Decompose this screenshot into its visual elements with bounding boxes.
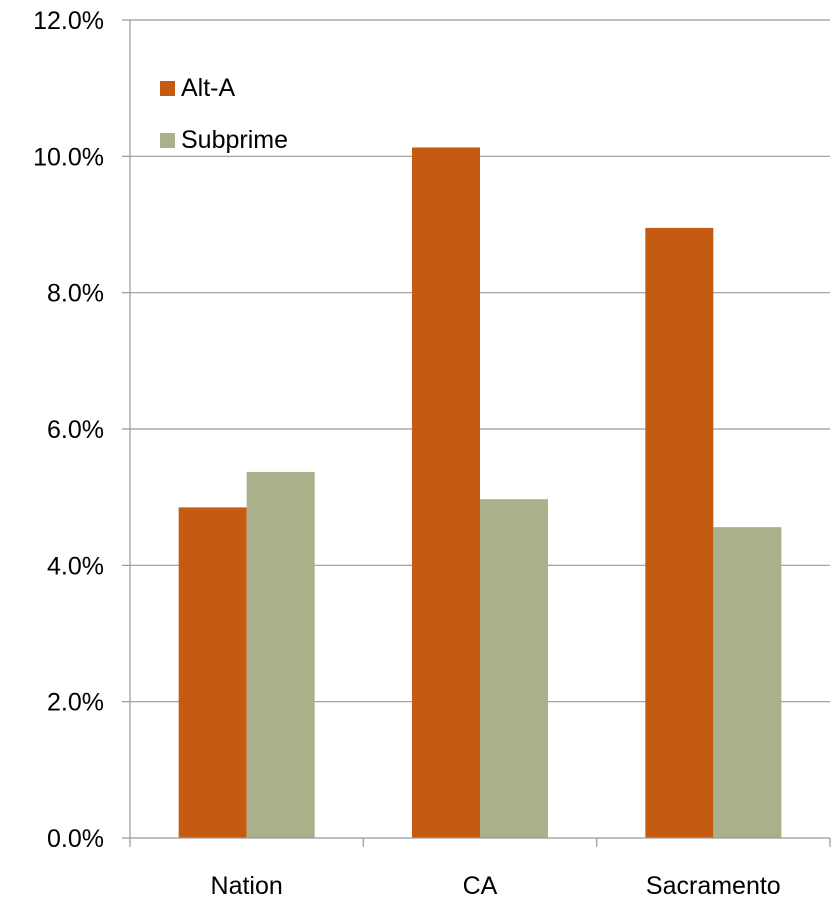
y-tick-label: 6.0% [47, 416, 104, 444]
bar-subprime-sacramento [713, 527, 782, 838]
bars [178, 147, 782, 839]
bar-subprime-ca [480, 499, 548, 838]
bar-alt-a-sacramento [645, 227, 714, 839]
axes [122, 19, 831, 847]
legend-label: Subprime [181, 126, 288, 154]
y-tick-label: 10.0% [33, 143, 104, 171]
y-tick-label: 12.0% [33, 7, 104, 35]
y-tick-labels: 0.0% 2.0% 4.0% 6.0% 8.0% 10.0% 12.0% [33, 7, 104, 853]
y-tick-label: 4.0% [47, 552, 104, 580]
legend: Alt-A Subprime [160, 74, 288, 154]
x-tick-label: CA [463, 872, 498, 900]
x-tick-label: Sacramento [646, 872, 781, 900]
legend-swatch-alt-a [160, 81, 175, 96]
bar-alt-a-nation [178, 507, 247, 838]
y-tick-label: 0.0% [47, 825, 104, 853]
legend-label: Alt-A [181, 74, 236, 102]
y-tick-label: 8.0% [47, 280, 104, 308]
bar-subprime-nation [246, 471, 315, 838]
bar-alt-a-ca [412, 147, 480, 838]
x-tick-labels: Nation CA Sacramento [211, 872, 781, 900]
x-tick-label: Nation [211, 872, 283, 900]
y-tick-label: 2.0% [47, 689, 104, 717]
legend-swatch-subprime [160, 133, 175, 148]
